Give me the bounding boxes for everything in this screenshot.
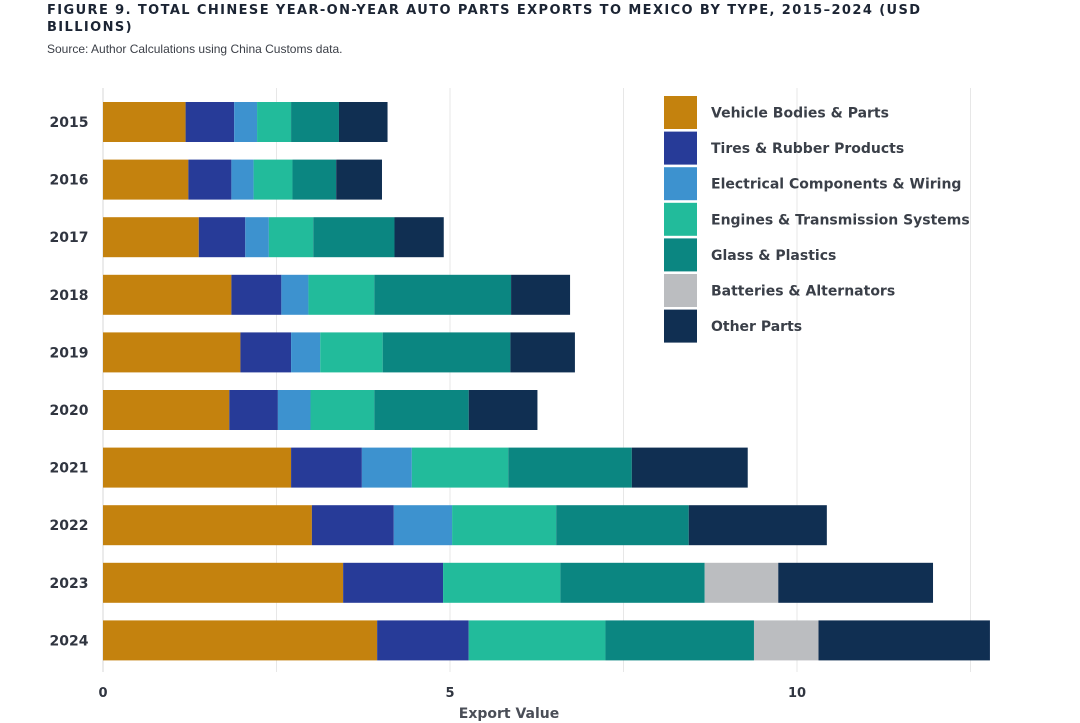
chart-title: FIGURE 9. TOTAL CHINESE YEAR-ON-YEAR AUT… [47,3,922,35]
legend-label: Vehicle Bodies & Parts [711,106,889,122]
bar-segment-2015-other-parts [338,102,388,142]
bar-segment-2015-glass-plastics [291,102,339,142]
bar-segment-2024-batteries-alternators [753,620,819,661]
y-axis-tick-labels: 2015 2016 2017 2018 2019 2020 2021 2022 2023 2024 [50,115,89,649]
y-tick-label: 2023 [50,576,89,592]
bar-segment-2017-vehicle-bodies-parts [103,217,199,258]
bar-segment-2021-glass-plastics [508,447,632,488]
legend-label: Glass & Plastics [711,248,836,264]
bar-segment-2019-electrical-components-wiring [291,332,321,373]
bar-segment-2024-vehicle-bodies-parts [103,620,378,661]
bar-segment-2016-other-parts [336,159,382,200]
bar-segment-2022-electrical-components-wiring [393,505,453,546]
bar-segment-2015-tires-rubber-products [185,102,235,142]
bar-segment-2022-tires-rubber-products [311,505,394,546]
bar-segment-2019-vehicle-bodies-parts [103,332,241,373]
bar-segment-2024-engines-transmission-systems [468,620,606,661]
bar-segment-2018-tires-rubber-products [231,274,282,315]
bar-segment-2020-glass-plastics [374,390,469,430]
legend-swatch [664,167,697,201]
bar-segment-2016-vehicle-bodies-parts [103,159,189,200]
bar-segment-2018-vehicle-bodies-parts [103,274,232,315]
bar-segment-2017-other-parts [394,217,444,258]
bar-segment-2016-tires-rubber-products [188,159,232,200]
bar-segment-2024-tires-rubber-products [377,620,469,661]
bar-segment-2019-other-parts [510,332,575,373]
x-tick-label: 5 [445,686,454,701]
y-tick-label: 2020 [50,403,89,419]
y-tick-label: 2018 [50,288,89,304]
bar-segment-2021-tires-rubber-products [291,447,362,488]
bar-segment-2022-engines-transmission-systems [452,505,557,546]
x-axis-tick-labels: 0 5 10 [98,686,806,701]
y-tick-label: 2024 [50,633,89,649]
bar-segment-2018-glass-plastics [374,274,512,315]
bar-segment-2015-electrical-components-wiring [234,102,258,142]
bar-segment-2016-engines-transmission-systems [253,159,293,200]
legend-swatch [664,238,697,272]
bar-segment-2021-other-parts [631,447,748,488]
y-tick-label: 2016 [50,173,89,189]
bar-segment-2020-vehicle-bodies-parts [103,390,230,430]
bar-segment-2019-engines-transmission-systems [320,332,383,373]
bar-segment-2017-engines-transmission-systems [268,217,314,258]
bar-segment-2015-engines-transmission-systems [257,102,292,142]
bar-segment-2020-engines-transmission-systems [310,390,375,430]
bar-segment-2017-electrical-components-wiring [245,217,269,258]
bar-segment-2021-electrical-components-wiring [361,447,412,488]
bar-segment-2018-other-parts [511,274,571,315]
bar-segment-2018-engines-transmission-systems [308,274,375,315]
bar-segment-2020-other-parts [468,390,538,430]
bar-segment-2020-electrical-components-wiring [277,390,311,430]
bar-segment-2023-tires-rubber-products [343,562,444,603]
bar-segment-2022-glass-plastics [556,505,689,546]
bar-segment-2022-other-parts [688,505,827,546]
bar-segment-2022-vehicle-bodies-parts [103,505,312,546]
legend-swatch [664,131,697,165]
x-tick-label: 10 [788,686,806,701]
bar-segment-2023-glass-plastics [560,562,705,603]
legend-swatch [664,202,697,236]
bar-segment-2023-engines-transmission-systems [443,562,561,603]
legend: Vehicle Bodies & Parts Tires & Rubber Pro… [664,96,970,343]
y-tick-label: 2021 [50,461,89,477]
y-tick-label: 2017 [50,230,89,246]
bar-segment-2019-glass-plastics [382,332,511,373]
legend-label: Tires & Rubber Products [711,141,904,157]
bar-segment-2023-vehicle-bodies-parts [103,562,344,603]
bar-segment-2019-tires-rubber-products [240,332,292,373]
x-tick-label: 0 [98,686,107,701]
legend-label: Engines & Transmission Systems [711,212,970,228]
bar-segment-2017-glass-plastics [313,217,395,258]
bar-segment-2016-glass-plastics [292,159,337,200]
bar-segment-2023-batteries-alternators [704,562,779,603]
y-tick-label: 2019 [50,345,89,361]
bar-series-group [103,102,990,661]
bar-segment-2024-other-parts [818,620,990,661]
bar-segment-2017-tires-rubber-products [198,217,246,258]
bar-segment-2015-vehicle-bodies-parts [103,102,186,142]
bar-segment-2023-other-parts [778,562,934,603]
legend-swatch [664,96,697,129]
y-tick-label: 2022 [50,518,89,534]
x-axis-label: Export Value [459,706,559,722]
bar-segment-2016-electrical-components-wiring [231,159,254,200]
legend-swatch [664,274,697,307]
legend-swatch [664,309,697,343]
bar-segment-2018-electrical-components-wiring [281,274,309,315]
bar-segment-2021-engines-transmission-systems [411,447,509,488]
y-tick-label: 2015 [50,115,89,131]
legend-label: Electrical Components & Wiring [711,177,961,193]
bar-segment-2020-tires-rubber-products [229,390,278,430]
chart-source: Source: Author Calculations using China … [47,42,343,56]
bar-segment-2024-glass-plastics [605,620,754,661]
bar-segment-2021-vehicle-bodies-parts [103,447,292,488]
legend-label: Batteries & Alternators [711,284,895,300]
legend-label: Other Parts [711,319,802,335]
